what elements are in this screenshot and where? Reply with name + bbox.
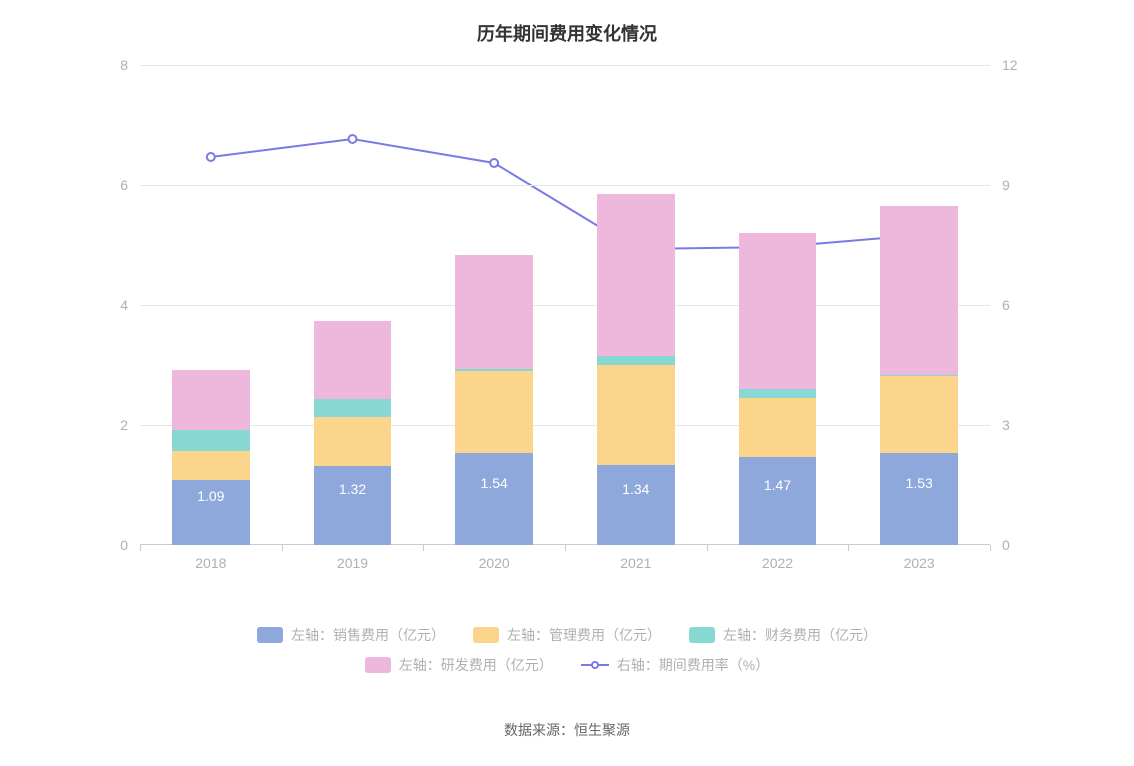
x-tick: 2018	[195, 545, 226, 571]
y-left-tick: 4	[120, 297, 140, 313]
legend-swatch-icon	[365, 657, 391, 673]
legend-item-line[interactable]: 右轴：期间费用率（%）	[581, 655, 769, 675]
legend-swatch-icon	[473, 627, 499, 643]
bar-segment-finance	[880, 375, 958, 376]
grid-line	[140, 185, 990, 186]
y-left-tick: 2	[120, 417, 140, 433]
bar-value-label: 1.09	[172, 488, 250, 504]
bar-segment-mgmt	[172, 451, 250, 480]
y-left-tick: 6	[120, 177, 140, 193]
y-right-tick: 12	[990, 57, 1018, 73]
x-minor-tick	[565, 545, 566, 551]
line-marker-icon	[581, 657, 609, 673]
x-minor-tick	[423, 545, 424, 551]
bar-segment-finance	[455, 369, 533, 371]
legend-item-mgmt[interactable]: 左轴：管理费用（亿元）	[473, 625, 661, 645]
bar-segment-rd	[880, 206, 958, 375]
legend-item-finance[interactable]: 左轴：财务费用（亿元）	[689, 625, 877, 645]
x-minor-tick	[707, 545, 708, 551]
y-right-tick: 6	[990, 297, 1010, 313]
legend-item-sales[interactable]: 左轴：销售费用（亿元）	[257, 625, 445, 645]
bar-segment-rd	[455, 255, 533, 369]
grid-line	[140, 425, 990, 426]
x-tick: 2020	[479, 545, 510, 571]
y-left-tick: 0	[120, 537, 140, 553]
bar-segment-sales	[597, 465, 675, 545]
x-minor-tick	[140, 545, 141, 551]
bar-segment-rd	[739, 233, 817, 389]
x-tick: 2019	[337, 545, 368, 571]
bar-segment-sales	[455, 453, 533, 545]
legend-label: 左轴：研发费用（亿元）	[399, 655, 553, 675]
chart-title: 历年期间费用变化情况	[0, 20, 1134, 46]
x-minor-tick	[990, 545, 991, 551]
legend-row: 左轴：研发费用（亿元） 右轴：期间费用率（%）	[0, 655, 1134, 675]
x-minor-tick	[848, 545, 849, 551]
y-right-tick: 9	[990, 177, 1010, 193]
y-right-tick: 0	[990, 537, 1010, 553]
bar-segment-sales	[739, 457, 817, 545]
x-minor-tick	[282, 545, 283, 551]
bar-value-label: 1.34	[597, 481, 675, 497]
legend: 左轴：销售费用（亿元） 左轴：管理费用（亿元） 左轴：财务费用（亿元） 左轴：研发费用…	[0, 625, 1134, 685]
plot-area: 0246803691220181.0920191.3220201.5420211…	[140, 65, 990, 545]
legend-label: 左轴：财务费用（亿元）	[723, 625, 877, 645]
line-marker	[490, 159, 498, 167]
y-left-tick: 8	[120, 57, 140, 73]
legend-label: 右轴：期间费用率（%）	[617, 655, 769, 675]
bar-segment-mgmt	[455, 371, 533, 453]
x-tick: 2023	[904, 545, 935, 571]
x-tick: 2022	[762, 545, 793, 571]
bar-segment-rd	[172, 370, 250, 430]
chart-container: 历年期间费用变化情况 0246803691220181.0920191.3220…	[0, 0, 1134, 766]
bar-value-label: 1.54	[455, 475, 533, 491]
bar-segment-finance	[739, 389, 817, 398]
bar-value-label: 1.47	[739, 477, 817, 493]
y-right-tick: 3	[990, 417, 1010, 433]
bar-segment-sales	[314, 466, 392, 545]
grid-line	[140, 65, 990, 66]
x-tick: 2021	[620, 545, 651, 571]
legend-item-rd[interactable]: 左轴：研发费用（亿元）	[365, 655, 553, 675]
data-source: 数据来源：恒生聚源	[0, 720, 1134, 740]
legend-label: 左轴：管理费用（亿元）	[507, 625, 661, 645]
bar-segment-rd	[314, 321, 392, 399]
line-marker	[349, 135, 357, 143]
bar-segment-mgmt	[597, 365, 675, 465]
bar-segment-finance	[597, 356, 675, 365]
line-marker	[207, 153, 215, 161]
bar-segment-mgmt	[880, 376, 958, 453]
bar-segment-finance	[172, 430, 250, 451]
bar-segment-mgmt	[739, 398, 817, 457]
bar-segment-sales	[880, 453, 958, 545]
bar-value-label: 1.53	[880, 475, 958, 491]
legend-label: 左轴：销售费用（亿元）	[291, 625, 445, 645]
grid-line	[140, 305, 990, 306]
legend-swatch-icon	[689, 627, 715, 643]
legend-row: 左轴：销售费用（亿元） 左轴：管理费用（亿元） 左轴：财务费用（亿元）	[0, 625, 1134, 645]
bar-segment-finance	[314, 399, 392, 417]
bar-segment-rd	[597, 194, 675, 356]
legend-swatch-icon	[257, 627, 283, 643]
bar-segment-mgmt	[314, 417, 392, 466]
bar-value-label: 1.32	[314, 481, 392, 497]
